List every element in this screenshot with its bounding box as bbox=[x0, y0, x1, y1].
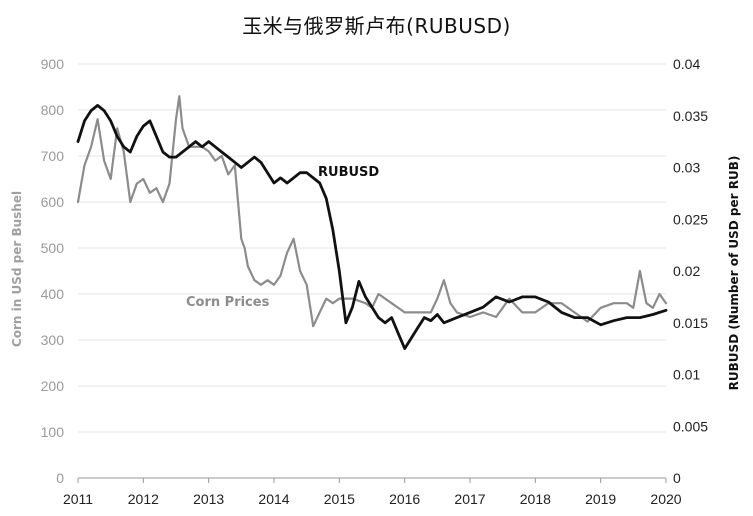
x-tick-label: 2020 bbox=[650, 491, 681, 507]
y-right-tick-label: 0 bbox=[673, 470, 681, 486]
x-tick-label: 2019 bbox=[585, 491, 616, 507]
y-left-tick-label: 900 bbox=[41, 56, 65, 72]
y-left-tick-label: 300 bbox=[41, 332, 65, 348]
y-left-tick-label: 700 bbox=[41, 148, 65, 164]
x-tick-label: 2011 bbox=[63, 491, 93, 507]
x-tick-label: 2016 bbox=[389, 491, 420, 507]
x-tick-label: 2014 bbox=[258, 491, 289, 507]
y-left-tick-label: 800 bbox=[41, 102, 65, 118]
series-label-corn: Corn Prices bbox=[186, 295, 270, 310]
y-left-tick-label: 100 bbox=[41, 424, 65, 440]
x-tick-label: 2012 bbox=[128, 491, 159, 507]
x-tick-label: 2017 bbox=[454, 491, 485, 507]
y-right-tick-label: 0.035 bbox=[673, 108, 708, 124]
series-line-corn-prices bbox=[76, 95, 668, 328]
x-tick-label: 2013 bbox=[193, 491, 224, 507]
y-right-tick-label: 0.025 bbox=[673, 211, 708, 227]
y-left-tick-label: 400 bbox=[41, 286, 65, 302]
series-line-rubusd bbox=[76, 104, 668, 350]
y-right-tick-label: 0.015 bbox=[673, 315, 708, 331]
y-left-tick-label: 0 bbox=[56, 470, 64, 486]
y-right-tick-label: 0.04 bbox=[673, 56, 700, 72]
y-axis-right-label: RUBUSD (Number of USD per RUB) bbox=[727, 156, 741, 391]
y-right-tick-label: 0.01 bbox=[673, 367, 700, 383]
y-axis-left-label: Corn in USd per Bushel bbox=[10, 191, 24, 347]
gridlines bbox=[78, 63, 666, 479]
y-right-tick-label: 0.02 bbox=[673, 263, 700, 279]
series-layer bbox=[76, 95, 668, 350]
y-left-tick-label: 200 bbox=[41, 378, 65, 394]
y-right-tick-label: 0.005 bbox=[673, 418, 708, 434]
y-left-tick-label: 500 bbox=[41, 240, 65, 256]
axes-layer: 0 100 200 300 400 500 600 700 800 900 0 0.005 0.01 0.… bbox=[41, 56, 709, 507]
y-right-tick-label: 0.03 bbox=[673, 160, 700, 176]
x-tick-label: 2015 bbox=[324, 491, 355, 507]
series-label-rubusd: RUBUSD bbox=[318, 165, 379, 180]
chart-title: 玉米与俄罗斯卢布(RUBUSD) bbox=[242, 14, 511, 38]
y-left-tick-label: 600 bbox=[41, 194, 65, 210]
x-tick-label: 2018 bbox=[520, 491, 551, 507]
